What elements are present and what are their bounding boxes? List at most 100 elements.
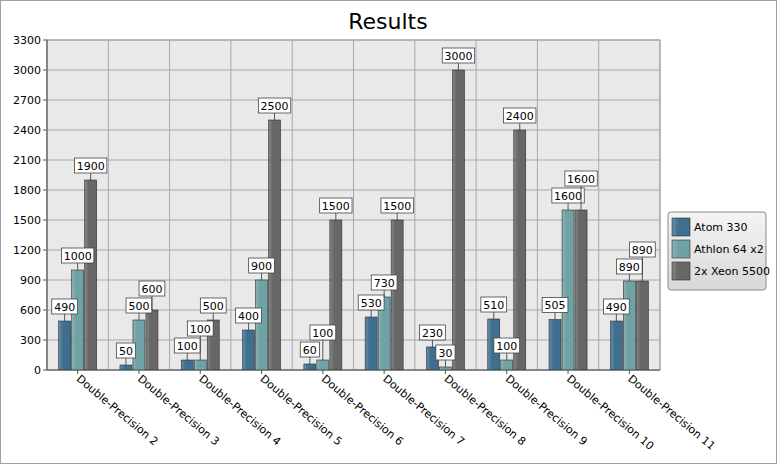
y-tick-label: 3000 [13,64,41,77]
grid-line [169,40,170,370]
tick [43,100,47,101]
bar [514,130,526,370]
data-label: 530 [361,297,382,310]
data-label: 1500 [322,200,350,213]
data-label: 230 [422,327,443,340]
label-connector [322,340,323,360]
label-box [481,297,507,312]
data-label: 890 [619,261,640,274]
legend-swatch [672,262,690,280]
data-label: 100 [312,327,333,340]
grid-line [353,40,354,370]
label-box [436,345,455,360]
tick [77,370,78,374]
label-box [187,321,213,336]
bar [439,367,451,370]
data-label: 500 [203,300,224,313]
label-box [116,343,135,358]
legend-label: Athlon 64 x2 [694,243,764,256]
y-tick-label: 2400 [13,124,41,137]
y-tick-label: 2700 [13,94,41,107]
legend: Atom 330Athlon 64 x22x Xeon 5500 [668,212,770,290]
data-label: 2400 [506,110,534,123]
label-connector [506,353,507,360]
grid-line [476,40,477,370]
tick [43,250,47,251]
chart: Results030060090012001500180021002400270… [0,0,777,464]
grid-line [108,40,109,370]
bar [85,180,97,370]
bar [391,220,403,370]
label-box [61,248,93,263]
bar [575,210,587,370]
label-connector [616,314,617,321]
label-box [552,188,584,203]
data-label: 730 [374,277,395,290]
bar [365,317,377,370]
bar [636,281,648,370]
data-label: 600 [141,283,162,296]
label-box [126,298,152,313]
bar [623,281,635,370]
label-connector [64,314,65,321]
label-box [358,295,384,310]
tick [43,130,47,131]
bar [501,360,513,370]
label-connector [397,213,398,220]
label-connector [125,358,126,365]
tick [43,40,47,41]
y-tick-label: 300 [20,334,41,347]
tick [43,160,47,161]
label-connector [248,323,249,330]
grid-line [660,40,661,370]
bar [269,120,281,370]
bar [317,360,329,370]
data-label: 100 [496,340,517,353]
data-label: 510 [483,299,504,312]
bar [181,360,193,370]
legend-swatch [672,218,690,236]
label-connector [151,296,152,310]
label-connector [568,203,569,210]
label-connector [309,357,310,364]
data-label: 60 [303,344,317,357]
data-label: 490 [54,301,75,314]
data-label: 50 [119,345,133,358]
label-connector [335,213,336,220]
label-box [629,242,655,257]
label-box [371,275,397,290]
label-box [52,299,78,314]
tick [43,340,47,341]
legend-box [668,212,766,290]
tick [384,370,385,374]
tick [43,280,47,281]
frame [1,1,777,464]
grid-line [47,40,48,370]
data-label: 3000 [444,50,472,63]
data-label: 30 [438,347,452,360]
data-label: 100 [190,323,211,336]
label-connector [642,257,643,281]
bar [330,220,342,370]
label-box [565,171,597,186]
label-connector [187,353,188,360]
label-connector [138,313,139,320]
y-tick-label: 1200 [13,244,41,257]
label-box [74,158,106,173]
tick [138,370,139,374]
label-box [139,281,165,296]
label-box [310,325,336,340]
data-label: 505 [545,299,566,312]
data-label: 1600 [554,190,582,203]
data-label: 890 [632,244,653,257]
data-label: 900 [251,260,272,273]
data-label: 500 [128,300,149,313]
x-tick-label: Double-Precision 11 [625,372,717,452]
label-connector [200,336,201,360]
label-box [542,298,568,313]
plot-area [47,40,660,370]
label-connector [213,313,214,320]
tick [43,190,47,191]
bar [72,270,84,370]
data-label: 1600 [567,173,595,186]
